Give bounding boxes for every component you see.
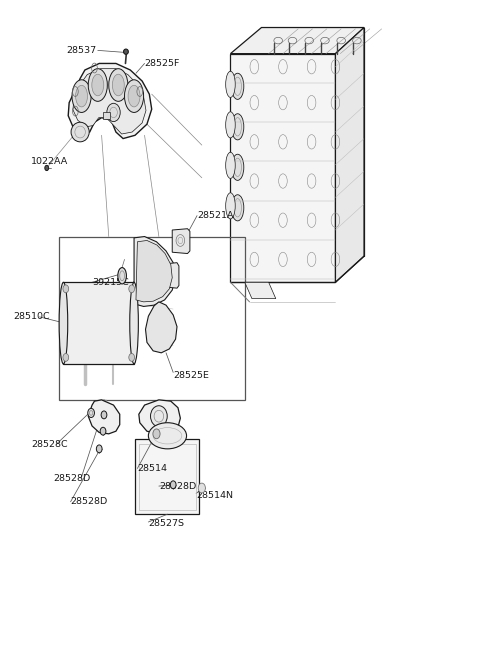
Polygon shape bbox=[68, 64, 152, 138]
Polygon shape bbox=[230, 54, 336, 282]
Ellipse shape bbox=[96, 445, 102, 453]
Text: 28521A: 28521A bbox=[197, 211, 234, 220]
Ellipse shape bbox=[226, 72, 235, 97]
Polygon shape bbox=[145, 302, 177, 353]
Ellipse shape bbox=[198, 483, 205, 493]
Text: 28537: 28537 bbox=[67, 46, 97, 55]
Ellipse shape bbox=[128, 85, 140, 107]
Bar bbox=[59, 237, 245, 400]
Polygon shape bbox=[164, 262, 179, 288]
Text: 28528D: 28528D bbox=[71, 497, 108, 506]
Text: 28525E: 28525E bbox=[173, 371, 209, 380]
Polygon shape bbox=[139, 400, 180, 434]
Polygon shape bbox=[136, 241, 172, 302]
Ellipse shape bbox=[130, 282, 138, 364]
Ellipse shape bbox=[124, 80, 144, 112]
Ellipse shape bbox=[45, 165, 48, 171]
Ellipse shape bbox=[151, 405, 167, 426]
Ellipse shape bbox=[170, 481, 176, 489]
Ellipse shape bbox=[231, 73, 244, 99]
Ellipse shape bbox=[148, 422, 187, 449]
Text: 28528C: 28528C bbox=[31, 440, 68, 449]
Ellipse shape bbox=[153, 429, 160, 439]
Text: 28525F: 28525F bbox=[144, 59, 180, 68]
Polygon shape bbox=[73, 69, 146, 134]
Ellipse shape bbox=[107, 103, 120, 121]
Ellipse shape bbox=[71, 122, 89, 142]
Polygon shape bbox=[103, 112, 110, 119]
Text: 39215C: 39215C bbox=[92, 277, 129, 287]
Ellipse shape bbox=[100, 427, 106, 435]
Ellipse shape bbox=[92, 74, 104, 96]
Ellipse shape bbox=[118, 268, 126, 284]
Polygon shape bbox=[172, 229, 190, 253]
Ellipse shape bbox=[231, 113, 244, 140]
Ellipse shape bbox=[101, 411, 107, 419]
Ellipse shape bbox=[109, 69, 128, 101]
Ellipse shape bbox=[63, 354, 69, 361]
Text: 28514N: 28514N bbox=[196, 491, 233, 500]
Text: 28528D: 28528D bbox=[159, 482, 196, 491]
Ellipse shape bbox=[226, 152, 235, 178]
Ellipse shape bbox=[123, 49, 128, 54]
Polygon shape bbox=[230, 28, 364, 54]
Polygon shape bbox=[336, 28, 364, 282]
Ellipse shape bbox=[226, 112, 235, 138]
Polygon shape bbox=[135, 439, 199, 514]
Text: 28527S: 28527S bbox=[148, 520, 184, 529]
Polygon shape bbox=[63, 282, 134, 364]
Ellipse shape bbox=[129, 354, 134, 361]
Ellipse shape bbox=[75, 85, 87, 107]
Ellipse shape bbox=[112, 74, 124, 96]
Ellipse shape bbox=[63, 285, 69, 293]
Text: 1022AA: 1022AA bbox=[31, 157, 68, 166]
Ellipse shape bbox=[59, 282, 68, 364]
Text: 28528D: 28528D bbox=[53, 474, 90, 483]
Ellipse shape bbox=[88, 69, 108, 101]
Polygon shape bbox=[245, 282, 276, 298]
Ellipse shape bbox=[88, 408, 95, 417]
Text: 28514: 28514 bbox=[137, 464, 168, 473]
Ellipse shape bbox=[129, 285, 134, 293]
Polygon shape bbox=[88, 400, 120, 434]
Ellipse shape bbox=[231, 154, 244, 180]
Ellipse shape bbox=[226, 193, 235, 219]
Ellipse shape bbox=[231, 195, 244, 221]
Ellipse shape bbox=[72, 80, 91, 112]
Text: 28510C: 28510C bbox=[13, 312, 50, 321]
Polygon shape bbox=[134, 237, 176, 306]
